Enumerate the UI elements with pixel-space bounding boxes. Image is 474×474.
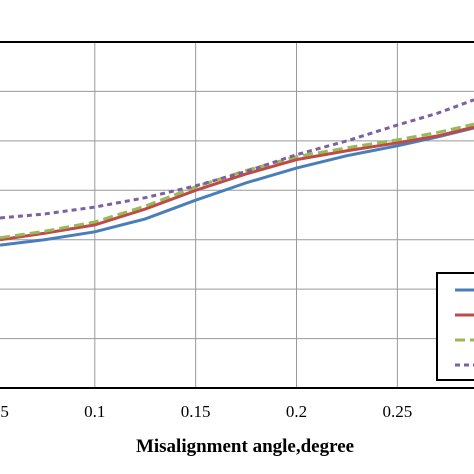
x-axis-label: Misalignment angle,degree [136, 436, 354, 457]
x-tick-label: 0.2 [286, 402, 307, 421]
x-tick-label: 0.05 [0, 402, 9, 421]
series-line [0, 125, 474, 242]
series-line [0, 122, 474, 240]
plot-frame [0, 41, 474, 389]
x-tick-label: 0.25 [382, 402, 412, 421]
x-tick-label: 0.1 [84, 402, 105, 421]
series-line [0, 98, 474, 220]
x-tick-label: 0.15 [181, 402, 211, 421]
series-line [0, 126, 474, 247]
